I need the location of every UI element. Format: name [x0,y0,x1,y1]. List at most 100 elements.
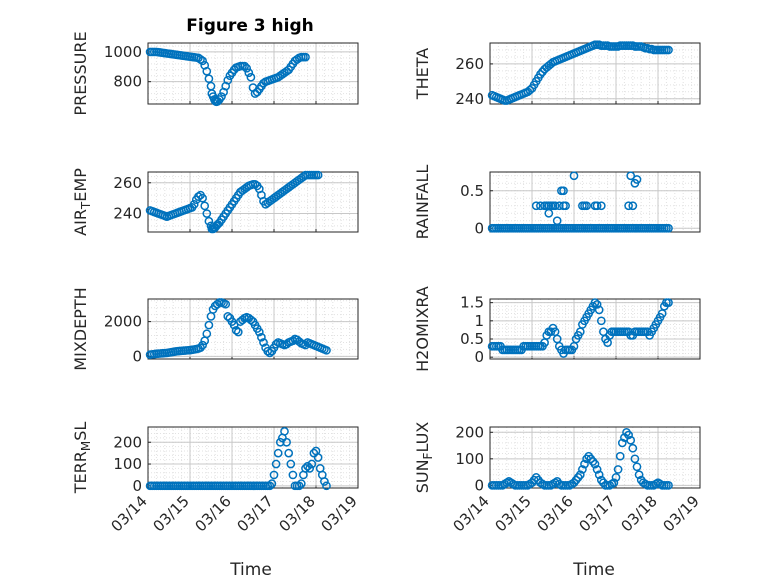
y-tick-label: 1000 [104,43,142,61]
data-point [609,478,619,488]
data-point [531,201,541,211]
data-point [254,327,264,337]
subplot-6: 00.511.5 H2OMIXRA [413,286,701,372]
data-point [202,209,212,218]
y-tick-label: 0 [132,347,142,365]
data-point [271,459,281,469]
data-point [628,443,638,453]
data-point [265,481,275,491]
data-point [664,45,673,55]
subplot-3: 240 260 AIRTEMP [71,168,359,236]
x-tick-label: 03/15 [150,492,193,535]
data-point [617,438,627,448]
data-point [613,465,623,474]
data-point [271,339,281,349]
data-point [229,320,239,330]
data-point [525,85,535,95]
data-point [313,170,323,180]
data-point [263,346,273,356]
data-point [578,465,587,474]
plot-area [490,427,700,488]
data-point [301,52,310,62]
data-point [231,325,241,335]
x-tick-label: 03/18 [276,492,319,535]
y-axis-label: H2OMIXRA [413,286,432,372]
y-axis-label: MIXDEPTH [71,287,90,370]
data-point [269,470,279,480]
y-tick-label: 200 [455,423,484,441]
data-point [198,340,207,350]
data-point [204,320,214,330]
data-point [322,345,331,355]
data-point [223,312,233,321]
data-point [624,201,633,211]
data-point [592,201,602,211]
data-point [265,348,275,358]
data-point [259,338,268,347]
data-point [212,299,222,309]
data-point [632,462,642,472]
subplot-7: 0 100 200 TERRMSL 03/1403/1503/1603/1703/180… [71,422,361,536]
data-point [592,300,602,309]
x-tick-label: 03/18 [618,492,661,535]
data-point [559,186,568,196]
subplot-8: 0 100 200 SUNFLUX 03/1403/1503/1603/1703/180… [413,422,703,536]
data-point [194,192,203,201]
y-axis-label: AIRTEMP [71,168,93,236]
x-tick-label: 03/16 [192,492,235,535]
y-tick-label: 260 [113,174,142,192]
data-point [590,298,600,307]
y-axis-label: RAINFALL [413,165,432,240]
data-point [284,448,294,458]
x-tick-label: 03/19 [660,492,703,535]
y-tick-label: 0.5 [460,182,484,200]
subplot-5: 0 2000 MIXDEPTH [71,287,359,371]
x-tick-label: 03/14 [450,492,493,535]
data-point [189,199,199,209]
data-point [257,332,266,342]
data-point [615,451,625,461]
data-point [303,461,312,471]
subplot-2: 240 260 THETA [413,40,701,108]
x-tick-label: 03/14 [108,492,151,535]
data-point [590,459,600,469]
x-tick-label: 03/17 [234,492,277,535]
y-tick-label: 1 [474,312,484,330]
y-tick-label: 200 [113,433,142,451]
data-point [626,171,636,181]
data-point [280,427,289,436]
data-point [596,316,606,326]
data-point [273,448,283,458]
data-point [244,68,254,78]
data-point [596,201,606,211]
y-tick-label: 0.5 [460,330,484,348]
data-point [198,56,207,66]
data-point [307,459,317,469]
y-tick-label: 100 [113,455,142,473]
data-point [630,454,640,464]
y-tick-label: 240 [113,205,142,223]
data-point [550,201,560,211]
y-tick-label: 0 [474,476,484,494]
y-axis-label: TERRMSL [71,422,93,495]
data-point [294,481,304,491]
data-point [217,92,226,101]
data-point [282,437,291,447]
data-point [322,481,331,491]
figure-title: Figure 3 high [186,16,314,36]
data-point [198,193,207,203]
data-point [246,315,256,325]
data-point [594,470,604,480]
y-tick-label: 1.5 [460,294,484,312]
data-point [301,464,310,473]
y-axis-label: THETA [413,48,432,100]
data-point [664,480,673,490]
data-point [275,437,285,447]
data-point [320,477,329,486]
data-point [200,201,210,211]
data-point [204,74,214,84]
data-point [296,479,306,488]
data-point [626,435,636,445]
data-point [313,453,323,462]
